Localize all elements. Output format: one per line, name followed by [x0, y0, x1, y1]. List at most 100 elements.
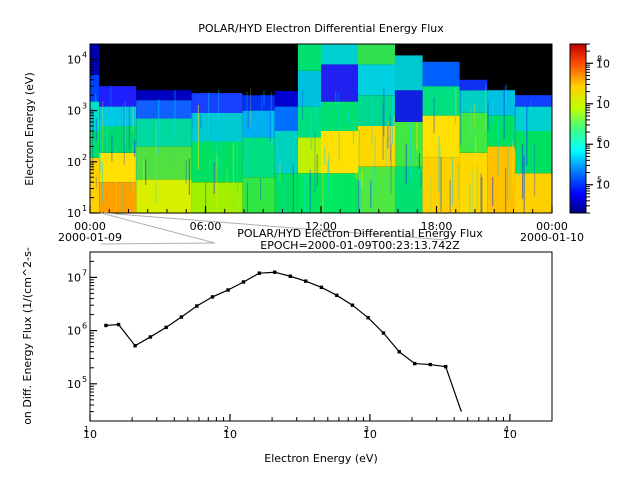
spectrogram-striation [93, 122, 94, 138]
spectrogram-cell [358, 167, 395, 213]
spectrum-frame [90, 252, 552, 421]
spectrogram-striation [174, 90, 175, 138]
spectrogram-striation [214, 164, 215, 195]
spectrogram-striation [279, 163, 280, 181]
colorbar-tick-label: 108 [596, 54, 610, 70]
spectrogram-striation [335, 91, 336, 108]
spectrogram-striation [394, 116, 395, 145]
spectrum-data-point [320, 286, 323, 289]
spectrogram-striation [200, 115, 201, 129]
spectrogram-cell [395, 90, 423, 122]
spectrogram-striation [419, 153, 420, 170]
spectrogram-striation [370, 181, 371, 208]
colorbar: 105106107108 [570, 44, 610, 213]
spectrogram-striation [209, 159, 210, 176]
spectrogram-striation [502, 109, 503, 125]
spectrogram-striation [371, 94, 372, 146]
spectrogram-striation [310, 170, 311, 212]
spectrogram-cell [90, 131, 99, 158]
spectrogram-cell [298, 44, 321, 71]
figure-canvas: POLAR/HYD Electron Differential Energy F… [0, 0, 640, 480]
spectrogram-striation [208, 93, 209, 135]
spectrogram-striation [434, 97, 435, 133]
svg-text:2: 2 [82, 153, 87, 162]
spectrogram-striation [439, 147, 440, 207]
spectrogram-cell [515, 95, 552, 106]
spectrogram-cell [460, 80, 488, 91]
top-y-axis-label: Electron Energy (eV) [23, 72, 36, 186]
spectrogram-striation [485, 85, 486, 131]
spectrogram-striation [111, 135, 112, 162]
spectrum-data-point [164, 326, 167, 329]
spectrogram-striation [353, 129, 354, 144]
top-x-tick-date: 2000-01-09 [58, 231, 122, 244]
spectrogram-cell [460, 90, 488, 113]
spectrum-data-point [195, 304, 198, 307]
spectrogram-striation [158, 99, 159, 154]
bottom-x-tick-label: 102 [223, 425, 237, 441]
spectrogram-striation [134, 141, 135, 157]
spectrum-data-point [211, 295, 214, 298]
bottom-y-axis-label: on Diff. Energy Flux (1/(cm^2-s- [21, 247, 34, 425]
spectrogram-striation [394, 100, 395, 111]
top-y-tick-label: 10 2 [67, 153, 87, 169]
spectrogram-striation [155, 122, 156, 185]
svg-text:10: 10 [67, 207, 81, 220]
spectrum-data-point [429, 363, 432, 366]
spectrum-data-point [226, 288, 229, 291]
spectrogram-striation [410, 121, 411, 162]
spectrogram-striation [339, 117, 340, 161]
spectrogram-cell [192, 113, 243, 142]
spectrogram-striation [465, 178, 466, 209]
spectrogram-cell [515, 107, 552, 131]
spectrogram-striation [123, 105, 124, 117]
spectrogram-cell [321, 44, 358, 64]
spectrogram-striation [492, 99, 493, 124]
spectrogram-striation [265, 176, 266, 202]
spectrogram-plot [90, 44, 552, 244]
spectrogram-striation [186, 160, 187, 183]
colorbar-tick-label: 107 [596, 95, 610, 111]
spectrum-data-point [398, 350, 401, 353]
spectrogram-cell [298, 71, 321, 107]
svg-text:10: 10 [67, 271, 81, 284]
spectrogram-striation [198, 105, 199, 170]
spectrogram-striation [387, 125, 388, 149]
spectrogram-cell [275, 107, 298, 131]
spectrum-data-point [104, 324, 107, 327]
spectrogram-striation [469, 184, 470, 230]
colorbar-tick-label: 106 [596, 135, 610, 151]
spectrogram-striation [361, 171, 362, 187]
spectrogram-cell [358, 95, 395, 126]
spectrogram-striation [457, 123, 458, 153]
spectrogram-striation [243, 102, 244, 113]
spectrogram-cell [192, 93, 243, 113]
spectrogram-striation [470, 91, 471, 149]
spectrogram-striation [122, 183, 123, 213]
top-x-tick-date: 2000-01-10 [520, 231, 584, 244]
spectrum-data-point [258, 271, 261, 274]
svg-text:10: 10 [67, 378, 81, 391]
spectrogram-striation [338, 93, 339, 122]
colorbar-gradient [570, 44, 586, 213]
spectrogram-striation [392, 97, 393, 145]
spectrum-data-point [335, 294, 338, 297]
spectrogram-striation [102, 162, 103, 203]
spectrogram-cell [358, 44, 395, 64]
spectrogram-striation [129, 107, 130, 150]
spectrogram-cell [90, 102, 99, 131]
svg-text:10: 10 [67, 325, 81, 338]
plot-svg: POLAR/HYD Electron Differential Energy F… [0, 0, 640, 480]
spectrogram-striation [237, 139, 238, 191]
spectrogram-striation [475, 137, 476, 200]
spectrogram-cell [395, 122, 423, 167]
spectrogram-cell [136, 180, 191, 213]
svg-text:7: 7 [82, 268, 87, 277]
spectrogram-striation [390, 115, 391, 162]
spectrogram-striation [460, 88, 461, 145]
spectrum-data-point [382, 331, 385, 334]
spectrogram-cell [99, 86, 136, 106]
spectrogram-striation [135, 142, 136, 190]
spectrogram-striation [374, 136, 375, 196]
spectrogram-striation [452, 157, 453, 206]
